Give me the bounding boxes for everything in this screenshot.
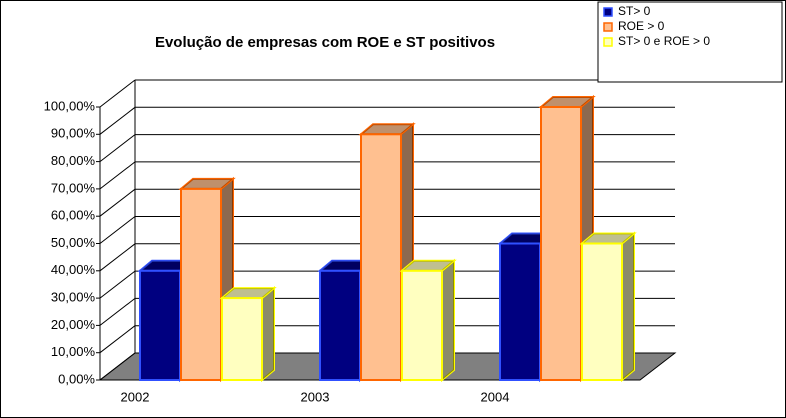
bar	[139, 269, 181, 381]
legend-swatch	[603, 37, 613, 47]
x-tick-label: 2002	[121, 389, 150, 404]
bar-top-shade	[500, 233, 552, 244]
grid-diagonal	[99, 79, 136, 108]
bar-top-shade	[541, 97, 593, 107]
legend-swatch	[603, 7, 613, 17]
y-tick-label: 90,00%	[51, 126, 96, 141]
bar	[360, 133, 402, 381]
y-tick-label: 70,00%	[51, 180, 96, 195]
bar-top-shade	[582, 233, 634, 244]
x-tick-label: 2003	[301, 389, 330, 404]
grid-diagonal	[99, 161, 136, 190]
legend-box	[597, 1, 783, 83]
bar-top-shade	[222, 288, 274, 299]
grid-diagonal	[99, 216, 136, 244]
y-tick-label: 50,00%	[51, 235, 96, 250]
bar	[401, 269, 443, 381]
grid-diagonal	[99, 298, 136, 326]
bar	[540, 106, 582, 381]
x-tick-label: 2004	[481, 389, 510, 404]
chart-title: Evolução de empresas com ROE e ST positi…	[155, 34, 495, 51]
y-tick-label: 100,00%	[44, 98, 96, 113]
legend-label: ST> 0	[618, 4, 651, 18]
bar-side-shade	[262, 288, 274, 380]
legend-label: ROE > 0	[618, 19, 665, 33]
bar-top-shade	[320, 260, 372, 271]
grid-diagonal	[99, 243, 136, 272]
grid-diagonal	[99, 325, 136, 354]
bar-side-shade	[622, 233, 634, 380]
legend-swatch	[603, 22, 613, 32]
bar	[221, 297, 263, 382]
bar-top-shade	[181, 178, 233, 189]
y-tick-label: 30,00%	[51, 290, 96, 305]
bar-top-shade	[361, 124, 413, 135]
y-tick-label: 20,00%	[51, 317, 96, 332]
bar	[180, 187, 222, 381]
y-tick-label: 40,00%	[51, 262, 96, 277]
grid-diagonal	[99, 270, 136, 299]
y-tick-label: 0,00%	[58, 371, 95, 386]
bar-top-shade	[140, 260, 192, 271]
y-tick-label: 10,00%	[51, 344, 96, 359]
y-tick-label: 80,00%	[51, 153, 96, 168]
y-tick-label: 60,00%	[51, 208, 96, 223]
bar	[499, 242, 541, 381]
legend-label: ST> 0 e ROE > 0	[618, 34, 710, 48]
grid-diagonal	[99, 106, 136, 135]
grid-diagonal	[99, 352, 136, 381]
bar-top-shade	[402, 260, 454, 271]
grid-diagonal	[99, 188, 136, 217]
grid-diagonal	[99, 134, 136, 162]
bar	[581, 242, 623, 381]
bar	[319, 269, 361, 381]
bar-side-shade	[442, 260, 454, 380]
